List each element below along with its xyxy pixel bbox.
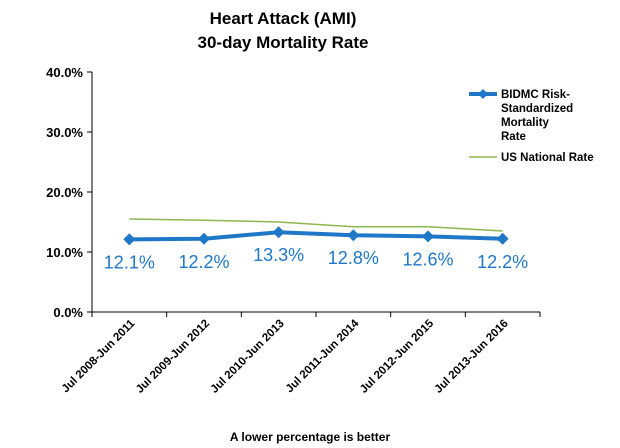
data-point-marker [422,230,434,243]
data-label: 12.2% [178,252,229,272]
chart-axes [91,72,540,313]
y-tick-label: 40.0% [46,65,83,80]
x-tick-label: Jul 2013-Jun 2016 [433,318,511,396]
legend-label-bidmc: Mortality [501,117,550,129]
y-tick-label: 10.0% [46,245,83,260]
data-point-marker [123,233,136,246]
data-label: 13.3% [253,245,304,265]
series-line-us-national-rate [129,218,503,232]
x-tick-label: Jul 2012-Jun 2015 [358,317,437,396]
x-tick-label: Jul 2011-Jun 2014 [284,317,362,395]
data-label: 12.2% [477,252,528,272]
data-point-marker [347,229,360,242]
chart-legend: BIDMC Risk- Standardized Mortality Rate US N… [469,89,594,164]
data-point-marker [496,232,509,245]
x-tick-label: Jul 2009-Jun 2012 [134,318,212,396]
y-axis-ticks: 0.0% 10.0% 20.0% 30.0% 40.0% [46,65,92,320]
data-label: 12.6% [402,249,453,269]
x-tick-label: Jul 2008-Jun 2011 [60,317,138,395]
legend-marker-bidmc [478,89,488,99]
data-labels: 12.1% 12.2% 13.3% 12.8% 12.6% 12.2% [104,245,528,272]
chart-title-line-2: 30-day Mortality Rate [198,33,369,52]
data-label: 12.1% [104,252,155,272]
legend-label-bidmc: Rate [501,131,526,143]
y-tick-label: 30.0% [46,125,83,140]
x-tick-label: Jul 2010-Jun 2013 [209,318,287,396]
y-tick-label: 20.0% [46,185,83,200]
legend-label-bidmc: BIDMC Risk- [501,89,570,101]
data-point-marker [198,232,210,245]
chart-series [123,218,509,246]
legend-label-bidmc: Standardized [501,103,573,115]
chart-title-line-1: Heart Attack (AMI) [210,9,357,28]
y-tick-label: 0.0% [53,305,83,320]
series-line-bidmc [129,230,503,242]
chart-footnote: A lower percentage is better [230,430,391,444]
data-point-marker [272,226,285,239]
legend-label-us-national-rate: US National Rate [501,152,594,164]
data-label: 12.8% [328,248,379,268]
